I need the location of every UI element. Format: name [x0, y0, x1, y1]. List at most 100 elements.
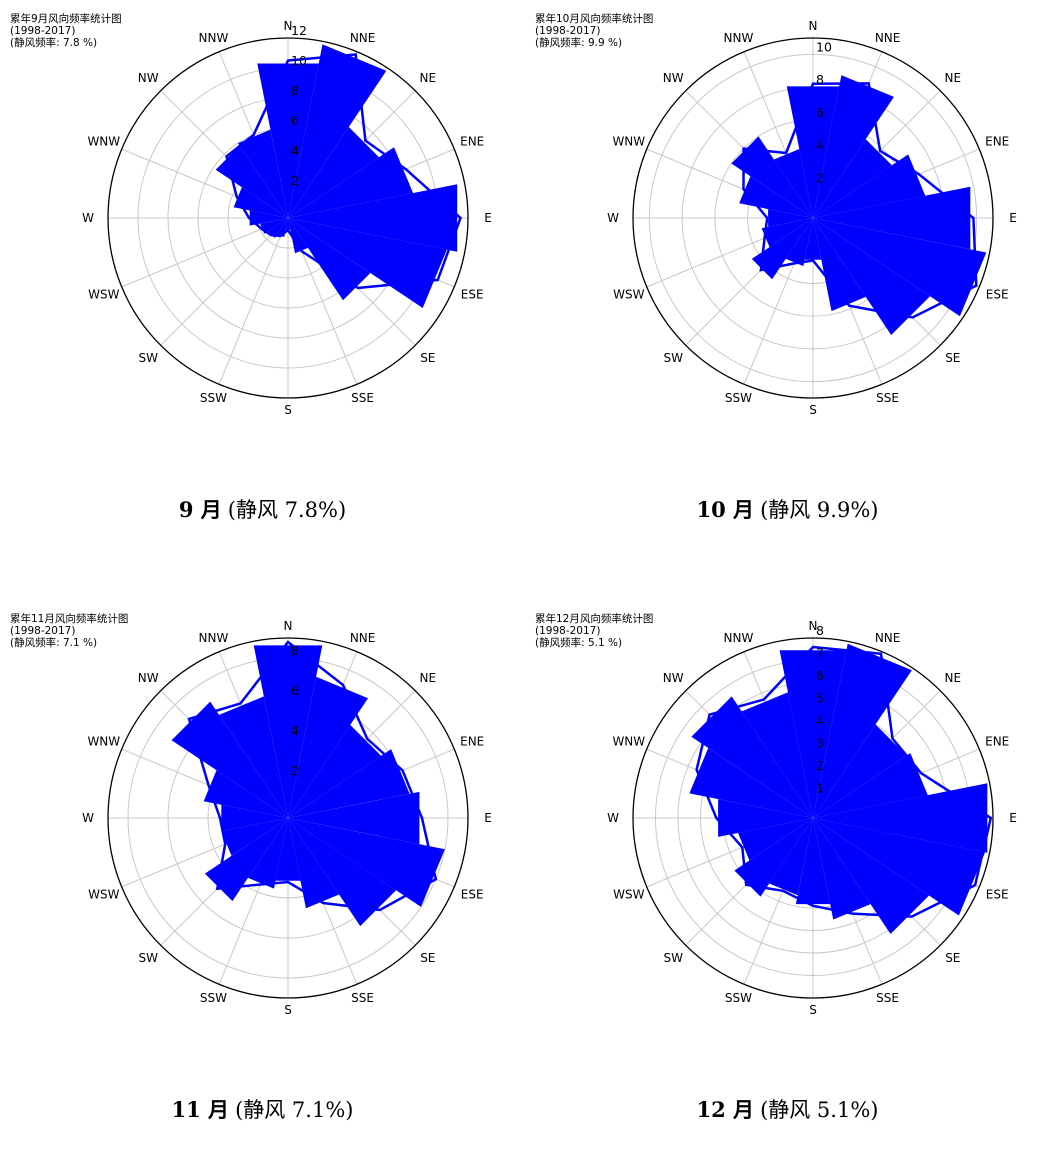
direction-label-ssw: SSW	[200, 991, 227, 1005]
wedge-ne	[813, 139, 892, 218]
chart-subtitle: (1998-2017)	[535, 25, 600, 37]
direction-label-n: N	[284, 619, 293, 633]
caption-calm: (静风 7.8%)	[227, 498, 347, 522]
direction-label-wnw: WNW	[612, 135, 645, 149]
chart-subtitle: (1998-2017)	[10, 625, 75, 637]
wedge-e	[813, 783, 988, 853]
wedge-nw	[171, 701, 288, 818]
direction-label-ssw: SSW	[200, 391, 227, 405]
wedge-wnw	[689, 748, 813, 818]
direction-label-wnw: WNW	[87, 135, 120, 149]
direction-label-nw: NW	[138, 671, 159, 685]
direction-label-ene: ENE	[460, 735, 484, 749]
wedge-sw	[751, 218, 813, 280]
wedge-nnw	[238, 129, 288, 218]
direction-label-nne: NNE	[350, 31, 376, 45]
wedge-ne	[288, 127, 379, 218]
direction-label-nw: NW	[663, 71, 684, 85]
radial-tick-label: 4	[291, 723, 299, 738]
wedge-sse	[813, 218, 866, 312]
wedge-ssw	[769, 818, 813, 896]
wedge-ese	[288, 218, 447, 308]
radial-tick-label: 6	[816, 668, 824, 683]
direction-label-sse: SSE	[351, 991, 374, 1005]
direction-label-e: E	[1009, 211, 1017, 225]
wind-rose-chart-november: 累年11月风向频率统计图(1998-2017)(静风频率: 7.1 %) 2 4 6 8…	[10, 612, 492, 1017]
wedge-w	[768, 209, 813, 227]
direction-label-sw: SW	[138, 951, 158, 965]
calm-frequency-text: (静风频率: 7.1 %)	[10, 636, 97, 649]
direction-label-nw: NW	[663, 671, 684, 685]
direction-label-e: E	[484, 211, 492, 225]
caption-october: 10 月 (静风 9.9%)	[525, 494, 1050, 524]
caption-september: 9 月 (静风 7.8%)	[0, 494, 525, 524]
wedge-wsw	[221, 818, 288, 856]
direction-label-sse: SSE	[351, 391, 374, 405]
chart-subtitle: (1998-2017)	[10, 25, 75, 37]
caption-month: 9 月	[178, 497, 222, 522]
grid-spoke	[160, 217, 289, 346]
wedge-sw	[734, 818, 813, 897]
wedge-wsw	[761, 218, 813, 248]
direction-label-w: W	[607, 811, 619, 825]
direction-label-sw: SW	[663, 351, 683, 365]
wedge-e	[288, 184, 458, 252]
radial-tick-label: 2	[291, 763, 299, 778]
wedge-ene	[288, 749, 410, 818]
wedge-nw	[691, 696, 813, 818]
chart-title: 累年11月风向频率统计图	[10, 612, 128, 625]
frequency-outline	[187, 640, 438, 912]
radial-tick-label: 12	[291, 23, 307, 38]
radial-tick-label: 8	[291, 643, 299, 658]
wedge-sw	[268, 218, 288, 238]
wedge-e	[813, 186, 971, 250]
frequency-outline	[742, 82, 978, 319]
radial-tick-label: 2	[816, 170, 824, 185]
calm-frequency-text: (静风频率: 7.8 %)	[10, 36, 97, 49]
wedge-nne	[813, 643, 912, 818]
grid-spoke	[218, 217, 289, 385]
wedge-se	[288, 218, 371, 301]
caption-calm: (静风 9.9%)	[760, 498, 879, 522]
wind-rose-chart-october: 累年10月风向频率统计图(1998-2017)(静风频率: 9.9 %) 2 4 6 8…	[535, 12, 1017, 417]
direction-label-ene: ENE	[985, 135, 1009, 149]
direction-label-ese: ESE	[461, 887, 484, 901]
chart-title: 累年9月风向频率统计图	[10, 12, 122, 25]
polar-frame	[107, 37, 469, 399]
direction-label-sse: SSE	[876, 391, 899, 405]
wedge-s	[804, 218, 822, 260]
wedge-nnw	[741, 692, 813, 818]
caption-month: 11 月	[171, 1097, 230, 1122]
wedge-wsw	[738, 818, 813, 861]
wedge-ese	[288, 818, 445, 907]
direction-label-n: N	[809, 19, 818, 33]
chart-title: 累年10月风向频率统计图	[535, 12, 653, 25]
chart-title: 累年12月风向频率统计图	[535, 612, 653, 625]
wedge-n	[257, 63, 319, 218]
direction-label-s: S	[284, 403, 292, 417]
caption-calm: (静风 5.1%)	[760, 1098, 879, 1122]
wedge-ene	[813, 753, 928, 818]
radial-tick-label: 4	[291, 143, 299, 158]
wind-rose-panel-october: 累年10月风向频率统计图 (1998-2017) (静风频率: 9.9 %) 2 4 6 8…	[525, 0, 1050, 564]
radial-tick-label: 8	[816, 72, 824, 87]
wedge-sse	[288, 218, 308, 254]
direction-label-nne: NNE	[350, 631, 376, 645]
wedge-e	[288, 791, 420, 845]
radial-tick-label: 10	[291, 53, 307, 68]
direction-label-se: SE	[420, 951, 435, 965]
direction-label-nw: NW	[138, 71, 159, 85]
wedge-ne	[813, 724, 907, 818]
radial-tick-label: 7	[816, 646, 824, 661]
direction-label-s: S	[809, 1003, 817, 1017]
grid-spoke	[121, 217, 289, 288]
direction-label-e: E	[1009, 811, 1017, 825]
wedge-s	[285, 218, 291, 230]
wind-rose-panel-november: 累年11月风向频率统计图 (1998-2017) (静风频率: 7.1 %) 2 4 6 8…	[0, 600, 525, 1164]
radial-tick-label: 3	[816, 736, 824, 751]
wedge-s	[275, 818, 301, 881]
direction-label-w: W	[82, 811, 94, 825]
direction-label-ese: ESE	[461, 287, 484, 301]
direction-label-se: SE	[945, 351, 960, 365]
direction-label-sw: SW	[138, 351, 158, 365]
